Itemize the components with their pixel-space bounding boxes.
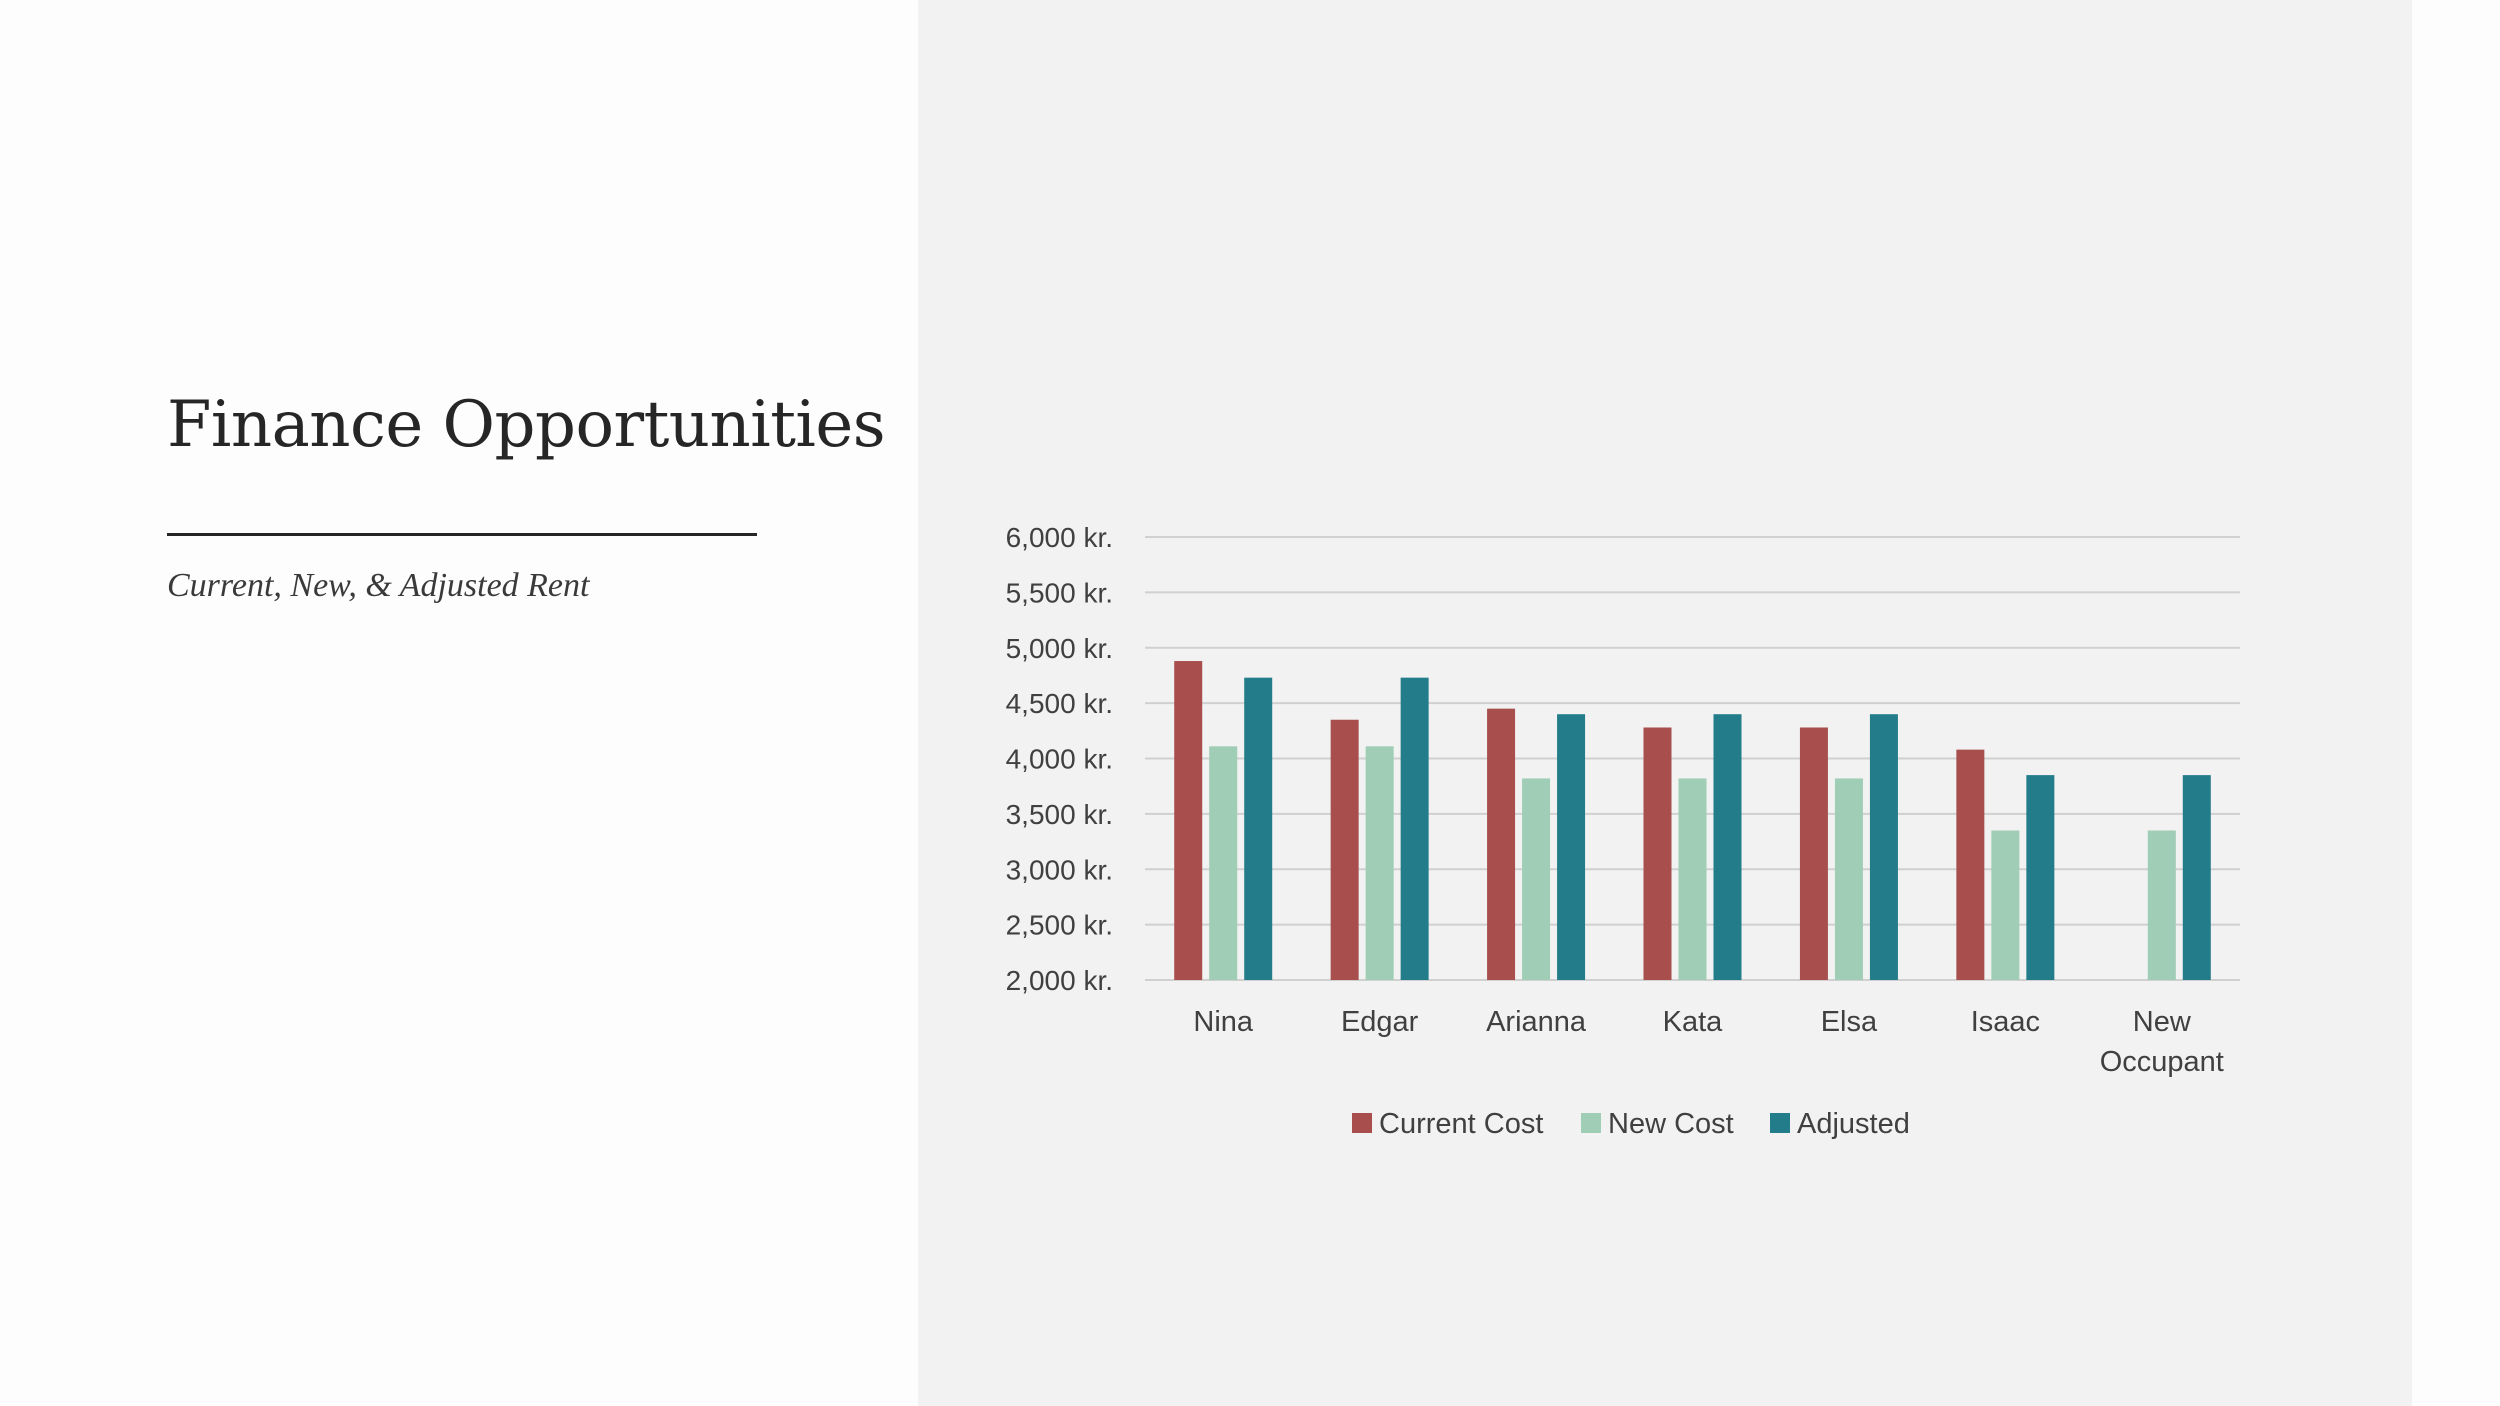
bar-adjusted-nina [1244,677,1273,980]
legend: Current Cost New Cost Adjusted [1352,1108,1910,1140]
bar-new-cost-nina [1209,746,1238,980]
bar-new-cost-new-occupant [2147,830,2176,980]
y-tick-label: 2,000 kr. [1006,965,1113,996]
legend-label: Adjusted [1797,1108,1910,1140]
bar-adjusted-isaac [2026,775,2055,980]
bars [1174,661,2211,980]
y-tick-label: 3,500 kr. [1006,799,1113,830]
x-axis-categories: Nina Edgar Arianna Kata Elsa Isaac New Occupant [1193,1006,2223,1078]
legend-label: Current Cost [1379,1108,1543,1140]
y-tick-label: 3,000 kr. [1006,854,1113,885]
y-tick-label: 2,500 kr. [1006,910,1113,941]
x-category-label: Occupant [2100,1046,2224,1078]
bar-current-cost-edgar [1330,719,1359,980]
x-category-label: New [2133,1006,2192,1038]
left-panel: Finance Opportunities Current, New, & Ad… [0,0,918,1406]
x-category-label: Elsa [1821,1006,1878,1038]
x-category-label: Isaac [1971,1006,2040,1038]
bar-new-cost-elsa [1834,778,1863,980]
y-tick-label: 5,500 kr. [1006,577,1113,608]
bar-adjusted-kata [1713,714,1742,980]
slide-title: Finance Opportunities [167,388,886,462]
bar-current-cost-arianna [1487,708,1516,980]
y-tick-label: 4,000 kr. [1006,744,1113,775]
legend-swatch-adjusted [1770,1113,1790,1133]
legend-label: New Cost [1608,1108,1734,1140]
bar-current-cost-nina [1174,661,1203,980]
bar-current-cost-isaac [1956,749,1985,980]
bar-new-cost-edgar [1365,746,1394,980]
bar-adjusted-arianna [1557,714,1586,980]
x-category-label: Arianna [1486,1006,1587,1038]
legend-swatch-current-cost [1352,1113,1372,1133]
slide-subtitle: Current, New, & Adjusted Rent [167,567,590,604]
x-category-label: Edgar [1341,1006,1419,1038]
bar-current-cost-elsa [1799,727,1828,980]
bar-new-cost-arianna [1522,778,1551,980]
bar-adjusted-elsa [1869,714,1898,980]
bar-current-cost-kata [1643,727,1672,980]
bar-new-cost-kata [1678,778,1707,980]
y-tick-label: 4,500 kr. [1006,688,1113,719]
y-tick-label: 5,000 kr. [1006,633,1113,664]
bar-adjusted-new-occupant [2182,775,2211,980]
legend-swatch-new-cost [1581,1113,1601,1133]
y-tick-label: 6,000 kr. [1006,522,1113,553]
x-category-label: Nina [1193,1006,1254,1038]
bar-new-cost-isaac [1991,830,2020,980]
y-axis-ticks: 2,000 kr. 2,500 kr. 3,000 kr. 3,500 kr. 4,00… [1006,522,1113,996]
title-divider [167,533,757,536]
bar-adjusted-edgar [1400,677,1429,980]
x-category-label: Kata [1663,1006,1724,1038]
